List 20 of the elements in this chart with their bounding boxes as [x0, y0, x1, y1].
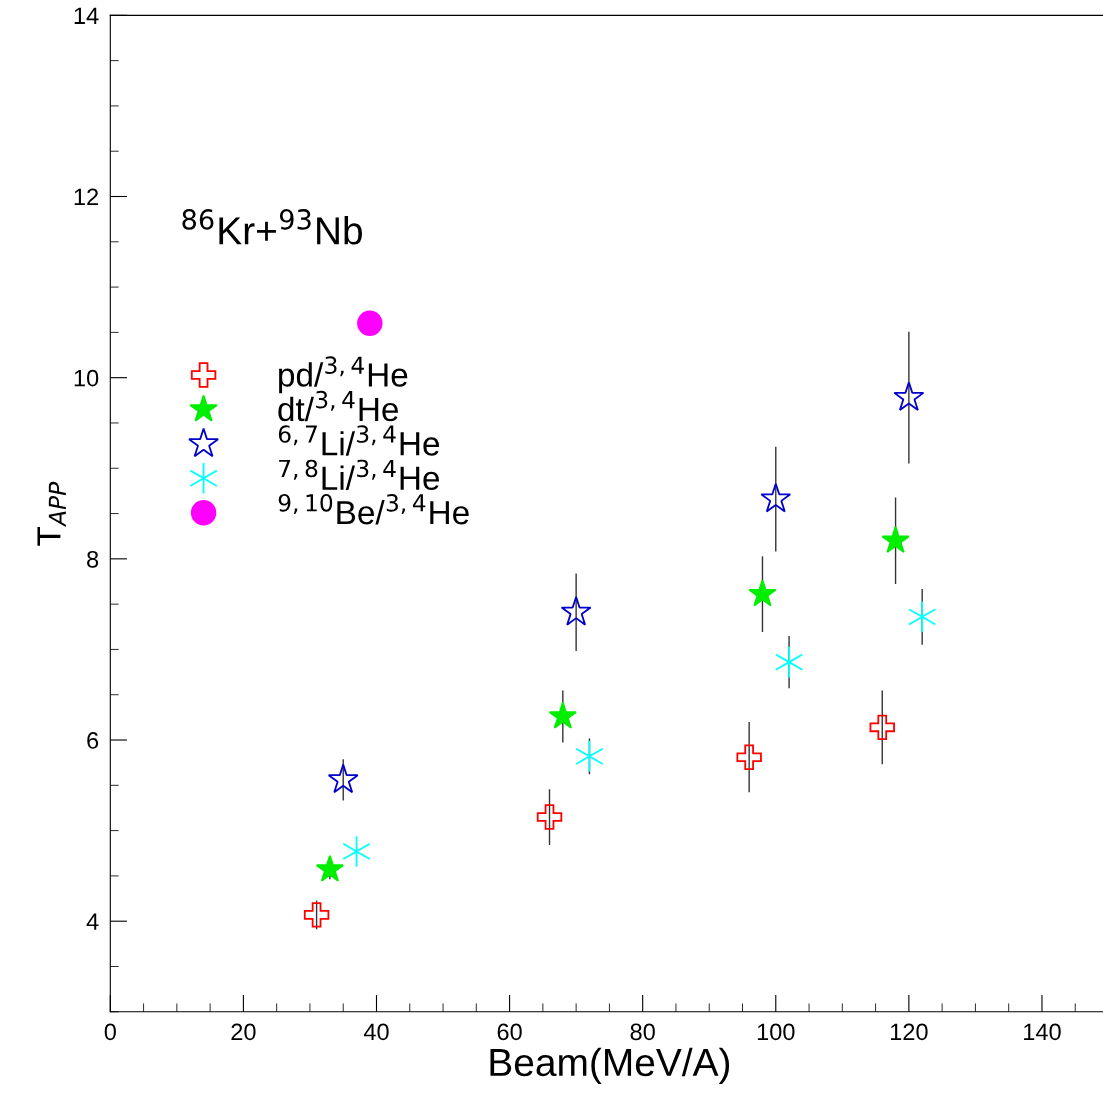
y-tick-label: 6: [87, 732, 99, 749]
legend-label: $^{6,7}$Li/$^{3,4}$He: [278, 425, 440, 456]
x-tick-label: 100: [757, 1023, 795, 1041]
x-tick-label: 120: [890, 1023, 928, 1041]
y-tick-label: 14: [74, 7, 99, 24]
x-tick-label: 0: [104, 1023, 116, 1041]
y-tick-label: 10: [74, 369, 99, 387]
y-tick-label: 4: [86, 913, 99, 930]
y-tick-label: 12: [74, 188, 99, 206]
legend-label: $^{7,8}$Li/$^{3,4}$He: [279, 459, 440, 491]
x-tick-label: 40: [363, 1023, 389, 1041]
x-tick-label: 20: [231, 1023, 256, 1041]
x-tick-label: 80: [630, 1023, 655, 1041]
y-axis-title: T$_{APP}$: [37, 481, 66, 546]
x-tick-label: 140: [1024, 1023, 1061, 1041]
legend-label: $^{9,10}$Be/$^{3,4}$He: [278, 494, 469, 525]
x-tick-label: 60: [497, 1023, 522, 1041]
x-axis-title: Beam(MeV/A): [490, 1047, 730, 1084]
annotation: $^{86}$Kr+$^{93}$Nb: [182, 209, 363, 245]
y-tick-label: 8: [87, 550, 99, 568]
